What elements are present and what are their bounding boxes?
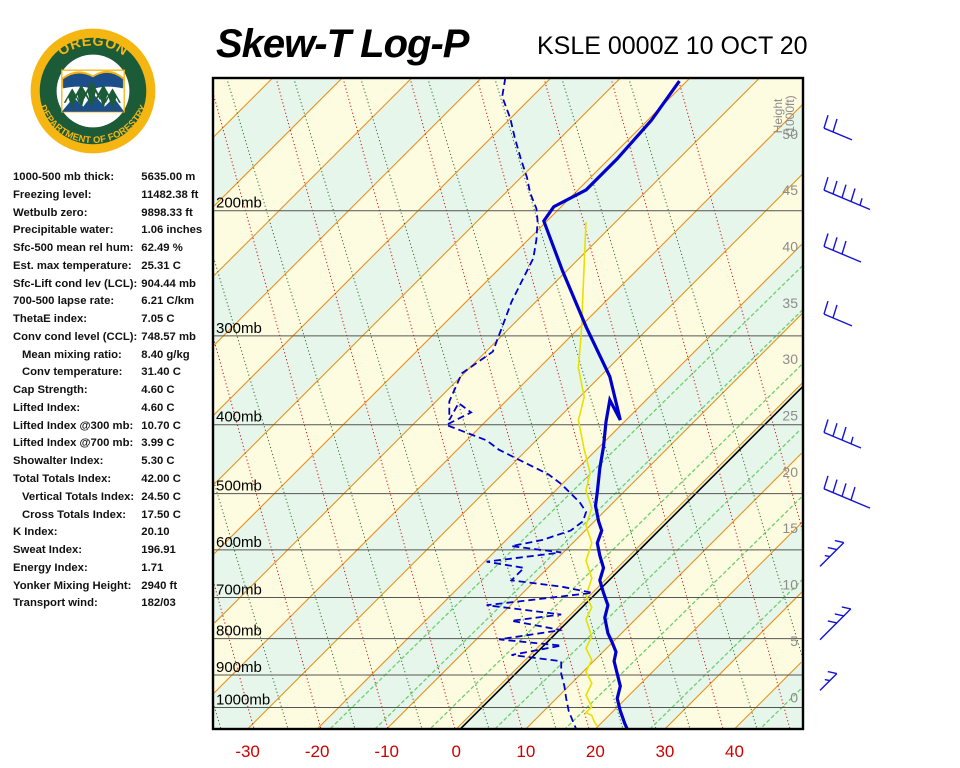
svg-text:40: 40 [725,742,744,761]
svg-text:800mb: 800mb [216,623,262,640]
svg-text:10: 10 [782,577,798,593]
svg-text:400mb: 400mb [216,409,262,426]
svg-text:900mb: 900mb [216,659,262,676]
svg-text:-10: -10 [374,742,399,761]
svg-text:40: 40 [782,239,798,255]
svg-text:5: 5 [790,633,798,649]
svg-text:300mb: 300mb [216,320,262,337]
svg-text:200mb: 200mb [216,195,262,212]
svg-text:600mb: 600mb [216,534,262,551]
svg-text:0: 0 [790,689,798,705]
svg-text:15: 15 [782,520,798,536]
svg-text:20: 20 [586,742,605,761]
svg-text:700mb: 700mb [216,581,262,598]
svg-text:20: 20 [782,464,798,480]
svg-text:45: 45 [782,182,798,198]
svg-text:1000mb: 1000mb [216,692,270,709]
svg-text:(1000ft): (1000ft) [783,95,797,136]
svg-text:30: 30 [782,351,798,367]
svg-text:35: 35 [782,295,798,311]
svg-text:30: 30 [655,742,674,761]
svg-text:25: 25 [782,408,798,424]
svg-text:10: 10 [516,742,535,761]
svg-text:0: 0 [452,742,461,761]
svg-text:-20: -20 [305,742,330,761]
svg-text:-30: -30 [235,742,260,761]
svg-text:500mb: 500mb [216,478,262,495]
